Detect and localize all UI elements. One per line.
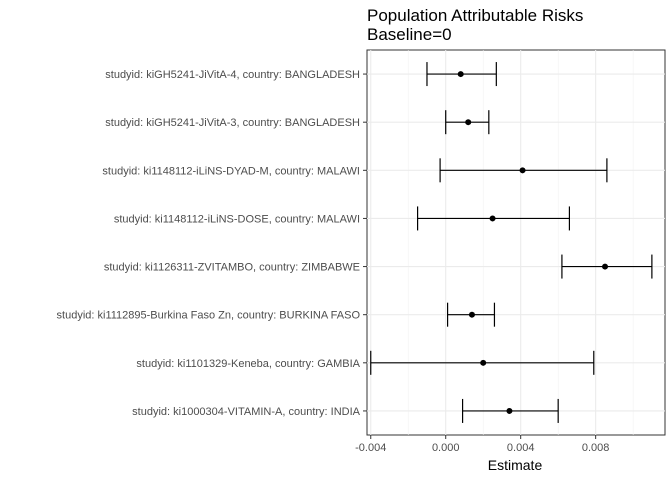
- y-tick-label: studyid: ki1148112-iLiNS-DYAD-M, country…: [102, 165, 360, 177]
- x-tick-label: 0.004: [507, 442, 535, 454]
- y-tick-label: studyid: ki1126311-ZVITAMBO, country: ZI…: [104, 262, 360, 274]
- estimate-point: [602, 263, 609, 270]
- y-tick-label: studyid: kiGH5241-JiVitA-3, country: BAN…: [105, 117, 360, 129]
- estimate-point: [489, 215, 496, 222]
- y-tick-label: studyid: ki1000304-VITAMIN-A, country: I…: [132, 406, 360, 418]
- y-tick-label: studyid: kiGH5241-JiVitA-4, country: BAN…: [105, 69, 360, 81]
- estimate-point: [457, 71, 464, 78]
- x-axis: -0.004 0.000 0.004 0.008: [355, 435, 609, 454]
- estimate-point: [519, 167, 526, 174]
- chart-title: Population Attributable Risks: [367, 6, 583, 25]
- estimate-point: [506, 407, 513, 414]
- chart-subtitle: Baseline=0: [367, 25, 452, 44]
- x-tick-label: 0.000: [432, 442, 460, 454]
- x-axis-label: Estimate: [488, 457, 543, 473]
- x-tick-label: 0.008: [582, 442, 610, 454]
- plot-panel: [366, 49, 666, 436]
- estimate-point: [468, 311, 475, 318]
- mark-layer: [370, 62, 653, 423]
- estimate-point: [480, 359, 487, 366]
- y-tick-label: studyid: ki1148112-iLiNS-DOSE, country: …: [114, 213, 360, 225]
- estimate-point: [465, 119, 472, 126]
- y-tick-label: studyid: ki1112895-Burkina Faso Zn, coun…: [57, 310, 361, 322]
- y-axis: studyid: kiGH5241-JiVitA-4, country: BAN…: [57, 69, 367, 418]
- x-tick-label: -0.004: [355, 442, 386, 454]
- y-tick-label: studyid: ki1101329-Keneba, country: GAMB…: [136, 358, 360, 370]
